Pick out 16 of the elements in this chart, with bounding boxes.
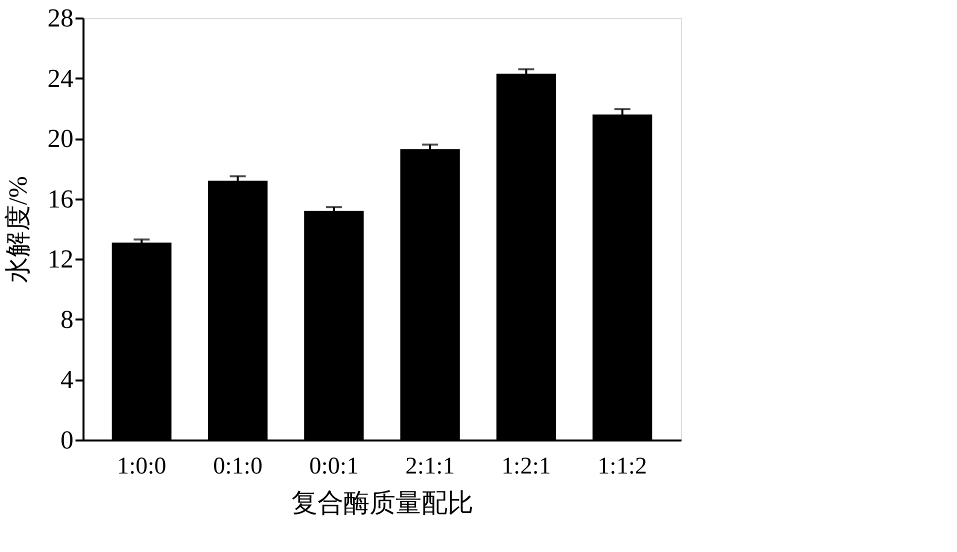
- x-tick-label: 0:0:1: [309, 454, 359, 480]
- y-axis-title: 水解度/%: [4, 176, 32, 283]
- y-tick-label: 28: [48, 4, 74, 32]
- y-tick-label: 0: [60, 426, 74, 454]
- y-tick-label: 12: [48, 244, 74, 274]
- x-tick-label: 0:1:0: [213, 454, 262, 480]
- y-tick-label: 8: [60, 304, 74, 334]
- y-tick-label: 24: [48, 64, 74, 93]
- x-tick-label: 1:1:2: [598, 454, 648, 480]
- y-tick-label: 16: [48, 184, 74, 214]
- y-tick-label: 4: [60, 365, 74, 394]
- x-tick-label: 1:0:0: [116, 454, 166, 480]
- y-tick-label: 20: [48, 124, 74, 154]
- x-axis-title: 复合酶质量配比: [292, 488, 474, 518]
- x-tick-label: 2:1:1: [405, 454, 455, 480]
- x-tick-label: 1:2:1: [502, 454, 551, 480]
